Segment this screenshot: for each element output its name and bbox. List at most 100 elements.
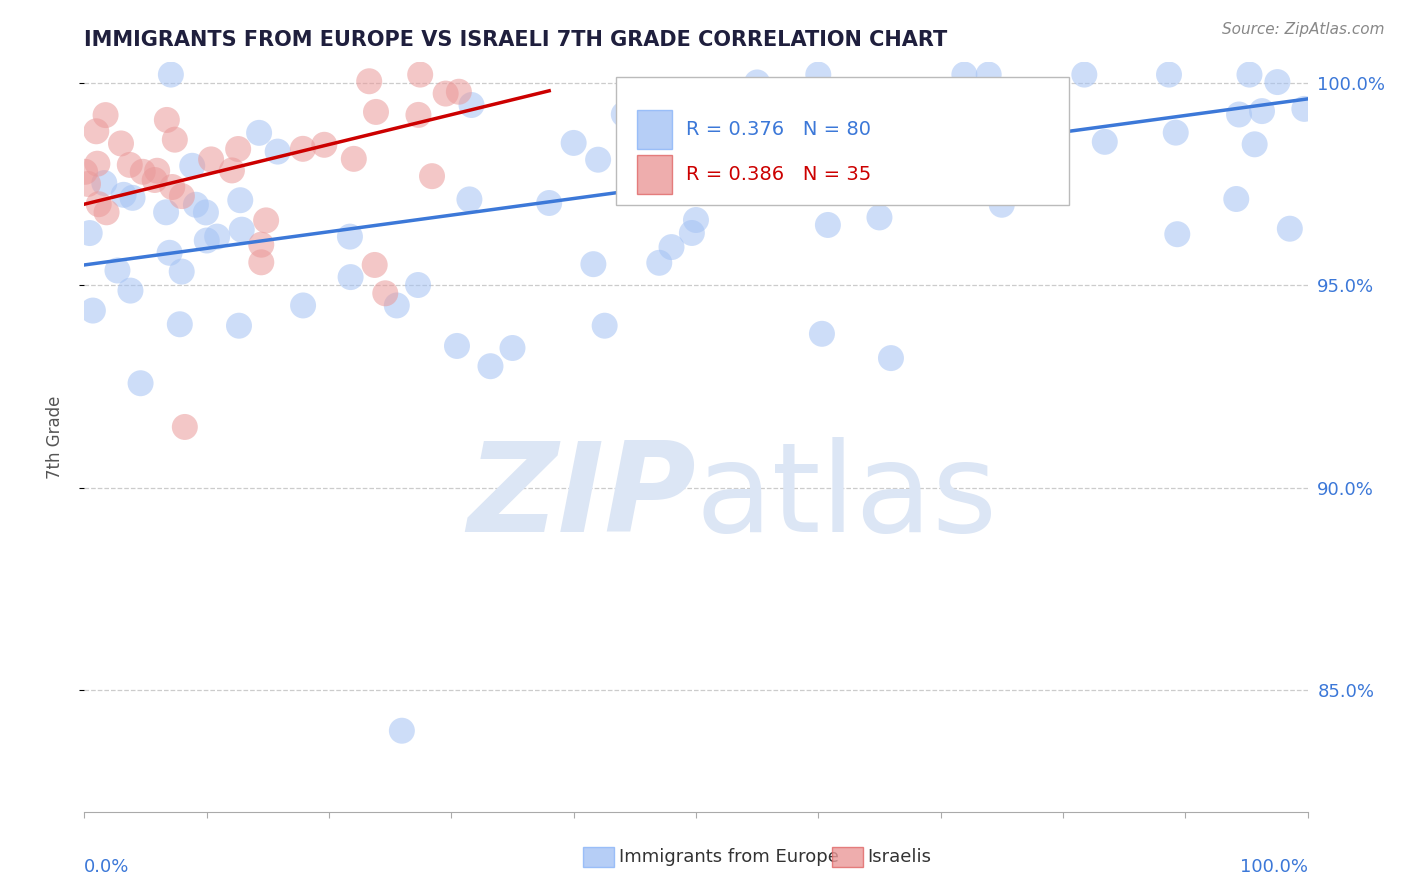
Point: [713, 160, 735, 174]
Text: atlas: atlas: [696, 436, 998, 558]
Point: [112, 187, 135, 202]
Text: R = 0.376   N = 80: R = 0.376 N = 80: [686, 120, 872, 138]
Point: [586, 153, 609, 167]
Point: [391, 723, 413, 738]
Point: [231, 222, 253, 236]
Point: [120, 284, 142, 298]
Text: Israelis: Israelis: [868, 848, 932, 866]
Point: [359, 74, 381, 88]
Text: Source: ZipAtlas.com: Source: ZipAtlas.com: [1222, 22, 1385, 37]
Point: [420, 169, 443, 183]
Point: [229, 193, 252, 207]
Point: [709, 121, 731, 136]
Point: [1251, 104, 1274, 119]
Point: [538, 196, 561, 211]
Point: [291, 142, 314, 156]
Point: [226, 142, 249, 156]
Point: [170, 264, 193, 278]
Point: [479, 359, 502, 374]
Point: [160, 68, 183, 82]
Point: [1227, 107, 1250, 121]
Point: [121, 191, 143, 205]
Text: R = 0.386   N = 35: R = 0.386 N = 35: [686, 165, 872, 184]
Text: 100.0%: 100.0%: [1240, 858, 1308, 876]
Point: [1294, 102, 1316, 116]
Point: [129, 376, 152, 391]
Point: [987, 88, 1010, 103]
Point: [1157, 68, 1180, 82]
Point: [593, 318, 616, 333]
Point: [339, 229, 361, 244]
Point: [343, 152, 366, 166]
Point: [661, 240, 683, 254]
Point: [1278, 221, 1301, 235]
Point: [991, 198, 1014, 212]
Y-axis label: 7th Grade: 7th Grade: [45, 395, 63, 479]
Point: [1164, 126, 1187, 140]
Point: [170, 189, 193, 203]
Point: [155, 205, 177, 219]
Bar: [637, 110, 672, 149]
Point: [385, 298, 408, 312]
Point: [163, 133, 186, 147]
Point: [156, 112, 179, 127]
Point: [247, 126, 270, 140]
Point: [132, 165, 155, 179]
Point: [181, 159, 204, 173]
Point: [159, 245, 181, 260]
Point: [681, 226, 703, 240]
Point: [374, 286, 396, 301]
Point: [434, 87, 457, 101]
Text: ZIP: ZIP: [467, 436, 696, 558]
Point: [87, 197, 110, 211]
Point: [1225, 192, 1247, 206]
Point: [110, 136, 132, 151]
Point: [200, 153, 222, 167]
Point: [1239, 68, 1261, 82]
Point: [408, 108, 430, 122]
Point: [562, 136, 585, 150]
Point: [1073, 68, 1095, 82]
Point: [817, 218, 839, 232]
Point: [94, 108, 117, 122]
Point: [195, 234, 218, 248]
Text: IMMIGRANTS FROM EUROPE VS ISRAELI 7TH GRADE CORRELATION CHART: IMMIGRANTS FROM EUROPE VS ISRAELI 7TH GR…: [84, 29, 948, 50]
Point: [828, 153, 851, 168]
Point: [254, 213, 277, 227]
Point: [184, 198, 207, 212]
Point: [613, 107, 636, 121]
Point: [648, 256, 671, 270]
Point: [143, 173, 166, 187]
Point: [314, 137, 336, 152]
Point: [79, 226, 101, 240]
Point: [406, 278, 429, 293]
Bar: [637, 155, 672, 194]
Point: [194, 205, 217, 219]
FancyBboxPatch shape: [616, 78, 1069, 205]
Point: [77, 177, 100, 191]
Point: [409, 68, 432, 82]
Point: [82, 303, 104, 318]
Point: [86, 157, 108, 171]
Point: [977, 68, 1000, 82]
Point: [228, 318, 250, 333]
Point: [118, 158, 141, 172]
Point: [880, 351, 903, 365]
Point: [107, 263, 129, 277]
Point: [96, 205, 118, 219]
Point: [339, 270, 361, 285]
Point: [458, 193, 481, 207]
Point: [162, 180, 184, 194]
Point: [929, 144, 952, 158]
Text: 0.0%: 0.0%: [84, 858, 129, 876]
Point: [93, 176, 115, 190]
Point: [685, 213, 707, 227]
Point: [502, 341, 524, 355]
Point: [266, 145, 288, 159]
Point: [831, 137, 853, 152]
Point: [1267, 75, 1289, 89]
Point: [582, 257, 605, 271]
Point: [169, 318, 191, 332]
Point: [1243, 137, 1265, 152]
Point: [986, 172, 1008, 186]
